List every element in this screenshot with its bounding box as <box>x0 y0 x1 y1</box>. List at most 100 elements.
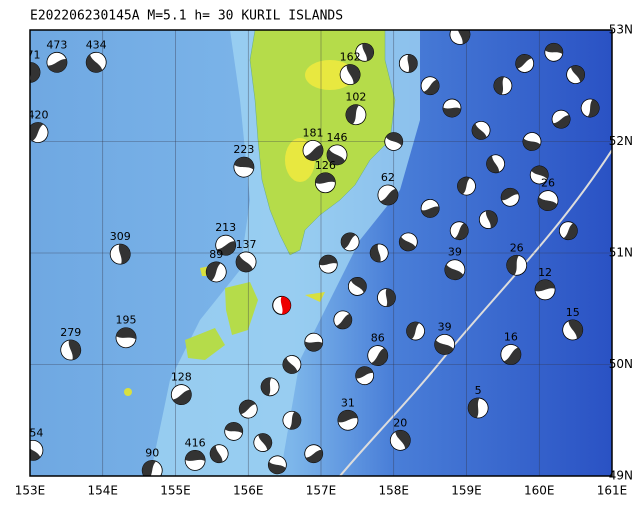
beachball-quadrant <box>515 54 533 69</box>
kamchatka <box>249 30 396 256</box>
focal-mechanism <box>337 409 359 431</box>
focal-mechanism <box>558 221 578 241</box>
focal-mechanism <box>471 120 491 140</box>
focal-mechanism <box>434 334 456 355</box>
depth-label: 26 <box>541 177 555 190</box>
beachball-quadrant <box>304 341 323 352</box>
depth-label: 89 <box>209 248 223 261</box>
depth-label: 126 <box>315 159 336 172</box>
focal-mechanism <box>537 190 559 211</box>
main-quadrant <box>280 296 291 315</box>
depth-label: 162 <box>340 51 361 64</box>
beachball-quadrant <box>261 377 272 396</box>
focal-mechanism <box>30 61 41 83</box>
lon-tick-label: 159E <box>451 484 482 498</box>
beachball-quadrant <box>355 366 374 379</box>
focal-mechanism <box>367 345 389 366</box>
focal-mechanism <box>500 344 522 365</box>
lat-tick-label: 50N <box>609 357 633 371</box>
lon-tick-label: 155E <box>160 484 191 498</box>
main-event <box>272 295 292 315</box>
focal-mechanism <box>377 288 396 308</box>
beachball-quadrant <box>407 54 418 73</box>
focal-mechanism <box>209 444 229 464</box>
focal-mechanism <box>442 98 462 118</box>
beachball-quadrant <box>501 188 519 201</box>
focal-mechanism <box>30 439 44 461</box>
focal-mechanism <box>345 104 367 126</box>
focal-mechanism <box>170 384 192 406</box>
beachball-quadrant <box>468 398 480 418</box>
focal-mechanism <box>355 42 375 62</box>
lon-tick-label: 157E <box>306 484 337 498</box>
focal-mechanism <box>333 310 353 330</box>
beachball-quadrant <box>454 223 469 240</box>
beachball-quadrant <box>493 76 505 95</box>
focal-mechanism <box>109 243 131 265</box>
focal-mechanism <box>444 259 466 281</box>
depth-label: 104 <box>449 10 470 23</box>
beachball-quadrant <box>142 460 157 476</box>
beachball-quadrant <box>68 340 81 360</box>
focal-mechanism <box>85 51 107 73</box>
beachball-quadrant <box>289 411 301 430</box>
lat-tick-label: 53N <box>609 23 633 37</box>
highland <box>305 60 355 90</box>
beachball-quadrant <box>185 450 206 462</box>
beachball-quadrant <box>319 255 338 266</box>
beachball-quadrant <box>399 236 416 251</box>
focal-mechanism <box>544 42 564 62</box>
island <box>225 282 258 335</box>
beachball-quadrant <box>457 30 470 45</box>
beachball-quadrant <box>47 59 67 73</box>
beachball-quadrant <box>442 107 461 118</box>
depth-label: 279 <box>60 326 81 339</box>
beachball-quadrant <box>568 319 583 339</box>
depth-label: 128 <box>171 371 192 384</box>
beachball-quadrant <box>444 264 464 280</box>
beachball-quadrant <box>116 327 136 340</box>
frame <box>29 29 613 477</box>
focal-mechanism <box>406 321 425 341</box>
depth-label: 102 <box>345 91 366 104</box>
island <box>185 328 225 360</box>
beachball-quadrant <box>370 244 381 262</box>
lon-tick-label: 156E <box>233 484 264 498</box>
focal-mechanism <box>282 355 302 374</box>
beachball-quadrant <box>587 99 600 118</box>
focal-mechanism <box>369 243 389 263</box>
depth-label: 223 <box>233 143 254 156</box>
focal-mechanism <box>184 449 206 471</box>
depth-label: 181 <box>302 126 323 139</box>
beachball-quadrant <box>341 232 356 249</box>
beachball-quadrant <box>385 132 403 146</box>
beachball-quadrant <box>30 122 44 141</box>
depth-label: 416 <box>185 436 206 449</box>
focal-mechanism <box>233 156 255 178</box>
beachball-quadrant <box>234 157 254 170</box>
beachball-quadrant <box>531 165 549 180</box>
focal-mechanism <box>515 54 535 73</box>
beachball-quadrant <box>380 188 398 205</box>
depth-label: 5 <box>475 384 482 397</box>
lon-tick-label: 153E <box>15 484 46 498</box>
beachball-quadrant <box>258 433 272 451</box>
depth-label: 309 <box>110 230 131 243</box>
focal-mechanism <box>467 397 489 419</box>
focal-mechanism <box>493 76 513 96</box>
lat-tick-label: 49N <box>609 469 633 483</box>
focal-mechanism <box>238 399 258 419</box>
focal-mechanism <box>500 187 520 207</box>
beachball-quadrant <box>485 210 498 229</box>
focal-mechanism <box>384 132 404 151</box>
lon-tick-label: 160E <box>524 484 555 498</box>
focal-mechanism <box>389 429 411 451</box>
beachball-quadrant <box>395 430 411 449</box>
beachball-quadrant <box>304 144 323 161</box>
beachball-quadrant <box>282 357 298 374</box>
beachball-quadrant <box>224 422 243 434</box>
beachball-quadrant <box>216 241 236 256</box>
